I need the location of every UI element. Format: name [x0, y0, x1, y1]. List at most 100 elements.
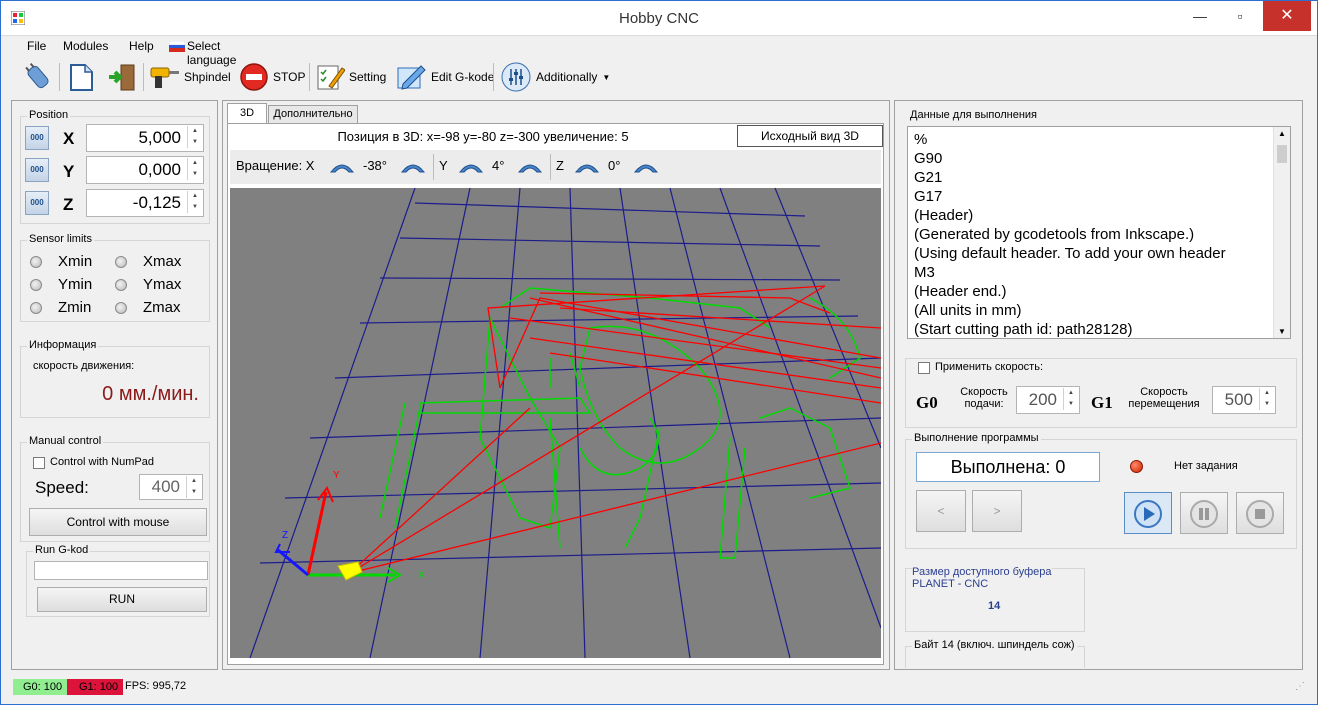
zmax-label: Zmax — [143, 299, 181, 316]
x-spin[interactable]: ▲ ▼ — [187, 126, 202, 148]
rotate-x-left-icon[interactable] — [327, 156, 357, 178]
close-button[interactable]: ✕ — [1263, 1, 1311, 31]
play-button[interactable] — [1124, 492, 1172, 534]
g0-status: G0: 100 — [13, 679, 67, 695]
spindle-label: Shpindel — [184, 70, 231, 84]
stop-button[interactable]: STOP — [239, 61, 305, 93]
exit-button[interactable] — [107, 61, 137, 93]
document-icon — [70, 64, 93, 91]
y-axis-label-3d: Y — [333, 470, 340, 481]
z-spin[interactable]: ▲ ▼ — [187, 191, 202, 213]
reset-view-button[interactable]: Исходный вид 3D — [737, 125, 883, 147]
rotate-x-right-icon[interactable] — [398, 156, 428, 178]
manual-speed-spin[interactable]: ▲ ▼ — [186, 476, 201, 498]
gcode-line[interactable]: (Header) — [914, 207, 974, 224]
numpad-checkbox[interactable] — [33, 457, 45, 469]
gcode-line[interactable]: G90 — [914, 150, 943, 167]
manual-control-group: Manual control Control with NumPad Speed… — [20, 435, 210, 542]
g1-speed-field[interactable]: 500 ▲ ▼ — [1212, 386, 1276, 414]
tab-extra[interactable]: Дополнительно — [268, 105, 358, 123]
status-led — [1130, 460, 1143, 473]
program-group: Выполнение программы Выполнена: 0 Нет за… — [905, 432, 1297, 549]
scroll-thumb[interactable] — [1277, 145, 1287, 163]
speed-group: Применить скорость: G0 Скорость подачи: 2… — [905, 358, 1297, 428]
rotate-z-right-icon[interactable] — [631, 156, 661, 178]
gcode-line[interactable]: (Using default header. To add your own h… — [914, 245, 1226, 262]
x-position-field[interactable]: 5,000 ▲ ▼ — [86, 124, 204, 152]
gcode-listbox[interactable]: % G90 G21 G17 (Header) (Generated by gcodetoo… — [907, 126, 1291, 339]
menu-select-language[interactable]: Select language — [187, 39, 237, 67]
g0-speed-field[interactable]: 200 ▲ ▼ — [1016, 386, 1080, 414]
gkod-input[interactable] — [34, 561, 208, 580]
gcode-line[interactable]: (Generated by gcodetools from Inkscape.) — [914, 226, 1195, 243]
spindle-button[interactable]: Shpindel — [149, 61, 231, 93]
additionally-dropdown[interactable]: Additionally ▼ — [501, 61, 610, 93]
info-group: Информация скорость движения: 0 мм./мин. — [20, 339, 210, 418]
stop-program-button[interactable] — [1236, 492, 1284, 534]
flag-icon — [169, 41, 185, 52]
sliders-icon — [501, 62, 531, 92]
setting-button[interactable]: Setting — [315, 61, 386, 93]
g1-status: G1: 100 — [67, 679, 123, 695]
manual-speed-field[interactable]: 400 ▲ ▼ — [139, 474, 203, 500]
gcode-line[interactable]: % — [914, 131, 928, 148]
menu-help[interactable]: Help — [129, 39, 154, 53]
g1-speed-spin[interactable]: ▲ ▼ — [1259, 388, 1274, 410]
connect-button[interactable] — [23, 61, 53, 93]
stop-icon — [240, 63, 268, 91]
open-file-button[interactable] — [67, 61, 95, 93]
maximize-button[interactable]: ▫ — [1237, 8, 1243, 24]
stop-label: STOP — [273, 70, 306, 84]
zero-y-button[interactable]: 000 — [25, 158, 49, 182]
rotation-z-label: Z — [556, 158, 564, 173]
z-position-field[interactable]: -0,125 ▲ ▼ — [86, 189, 204, 217]
viewport-3d[interactable]: X Y Z — [230, 188, 881, 658]
apply-speed-checkbox[interactable] — [918, 362, 930, 374]
gcode-line[interactable]: (Header end.) — [914, 283, 1007, 300]
run-button[interactable]: RUN — [37, 587, 207, 612]
title-bar: Hobby CNC — ▫ ✕ — [1, 1, 1317, 36]
zero-x-button[interactable]: 000 — [25, 126, 49, 150]
center-panel: 3D Дополнительно Позиция в 3D: x=-98 y=-… — [222, 100, 890, 670]
gcode-line[interactable]: (Start cutting path id: path28128) — [914, 321, 1133, 338]
gcode-line[interactable]: G17 — [914, 188, 943, 205]
menu-modules[interactable]: Modules — [63, 39, 109, 53]
scroll-down-icon[interactable]: ▼ — [1278, 327, 1286, 336]
gcode-line[interactable]: G21 — [914, 169, 943, 186]
gcode-line[interactable]: M3 — [914, 264, 935, 281]
zero-z-button[interactable]: 000 — [25, 191, 49, 215]
zmin-indicator — [30, 302, 42, 314]
menu-file[interactable]: File — [27, 39, 47, 53]
right-panel: Данные для выполнения % G90 G21 G17 (Header)… — [894, 100, 1303, 670]
setting-label: Setting — [349, 70, 387, 84]
g0-label: G0 — [916, 393, 938, 412]
pause-button[interactable] — [1180, 492, 1228, 534]
edit-gcode-button[interactable]: Edit G-kode — [395, 61, 494, 93]
control-with-mouse-button[interactable]: Control with mouse — [29, 508, 207, 536]
rotate-z-left-icon[interactable] — [572, 156, 602, 178]
rotate-y-right-icon[interactable] — [515, 156, 545, 178]
scroll-up-icon[interactable]: ▲ — [1278, 129, 1286, 138]
zmax-indicator — [115, 302, 127, 314]
g0-speed-spin[interactable]: ▲ ▼ — [1063, 388, 1078, 410]
task-status: Нет задания — [1174, 460, 1238, 472]
resize-grip-icon[interactable]: ⋰ — [1295, 681, 1305, 692]
next-button[interactable]: > — [972, 490, 1022, 532]
g1-caption: Скорость перемещения — [1128, 386, 1200, 410]
run-gkod-group: Run G-kod RUN — [26, 544, 210, 617]
rotate-y-left-icon[interactable] — [456, 156, 486, 178]
prev-button[interactable]: < — [916, 490, 966, 532]
y-position-field[interactable]: 0,000 ▲ ▼ — [86, 156, 204, 184]
gcode-line[interactable]: (All units in mm) — [914, 302, 1022, 319]
manual-control-title: Manual control — [27, 435, 104, 447]
minimize-button[interactable]: — — [1193, 8, 1207, 24]
byte-group: Байт 14 (включ. шпиндель сож) — [905, 639, 1085, 668]
drill-icon — [150, 67, 179, 88]
y-spin[interactable]: ▲ ▼ — [187, 158, 202, 180]
tab-3d[interactable]: 3D — [227, 103, 267, 123]
gcode-scrollbar[interactable]: ▲ ▼ — [1273, 127, 1290, 338]
tab-content-3d: Позиция в 3D: x=-98 y=-80 z=-300 увеличе… — [227, 123, 884, 665]
left-panel: Position 000 X 5,000 ▲ ▼ 000 Y 0,000 ▲ ▼ 0… — [11, 100, 218, 670]
axis-gizmo — [274, 486, 402, 583]
byte-title: Байт 14 (включ. шпиндель сож) — [912, 639, 1077, 651]
